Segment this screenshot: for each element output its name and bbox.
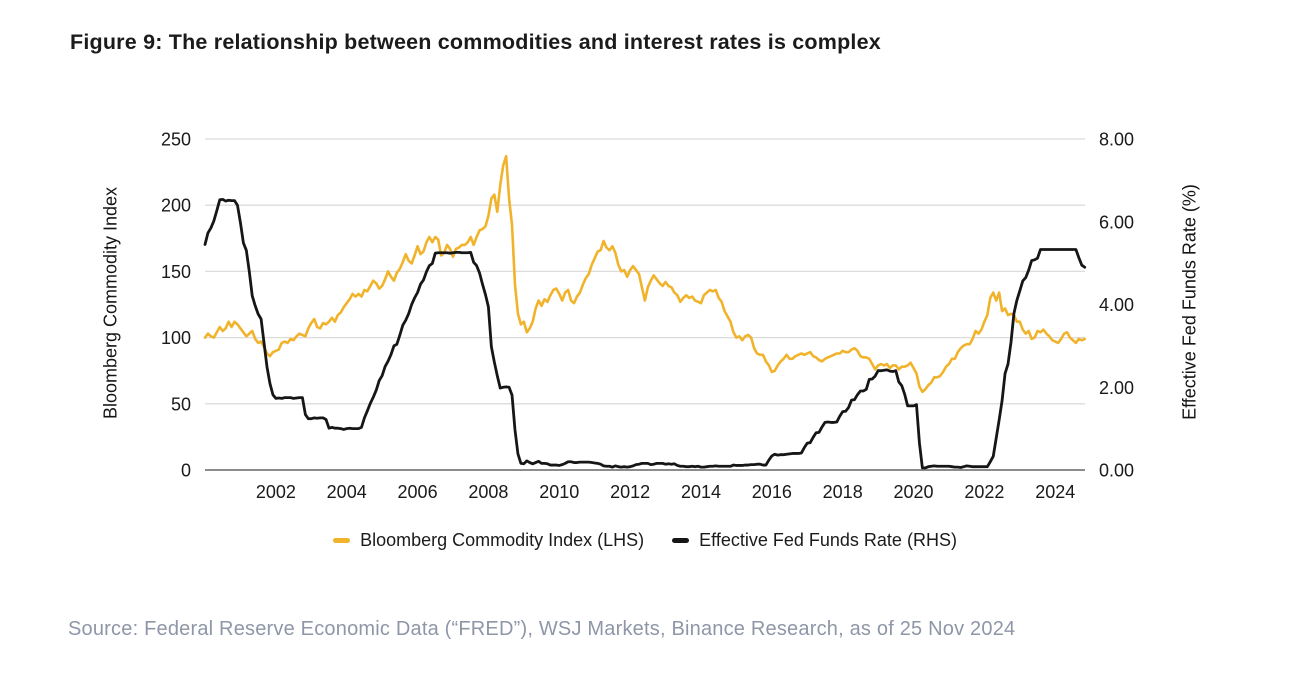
commodity-index-line [203, 154, 1087, 394]
svg-text:2012: 2012 [610, 482, 650, 502]
svg-text:250: 250 [161, 130, 191, 150]
svg-text:200: 200 [161, 196, 191, 216]
svg-text:8.00: 8.00 [1099, 130, 1134, 150]
svg-text:0.00: 0.00 [1099, 461, 1134, 481]
chart-legend: Bloomberg Commodity Index (LHS) Effectiv… [205, 526, 1085, 554]
source-note: Source: Federal Reserve Economic Data (“… [68, 618, 1016, 640]
svg-text:2018: 2018 [823, 482, 863, 502]
svg-text:2010: 2010 [539, 482, 579, 502]
svg-text:6.00: 6.00 [1099, 212, 1134, 232]
svg-text:150: 150 [161, 262, 191, 282]
svg-text:4.00: 4.00 [1099, 295, 1134, 315]
legend-item-fed-funds: Effective Fed Funds Rate (RHS) [672, 530, 957, 551]
svg-text:100: 100 [161, 328, 191, 348]
svg-text:2004: 2004 [327, 482, 367, 502]
legend-item-commodity-index: Bloomberg Commodity Index (LHS) [333, 530, 644, 551]
svg-text:2022: 2022 [964, 482, 1004, 502]
svg-text:2020: 2020 [894, 482, 934, 502]
svg-text:2016: 2016 [752, 482, 792, 502]
right-axis-title: Effective Fed Funds Rate (%) [1179, 184, 1200, 420]
svg-text:2.00: 2.00 [1099, 378, 1134, 398]
left-axis-tick-labels: 0 50 100 150 200 250 [161, 130, 191, 481]
legend-swatch-commodity-icon [333, 537, 351, 543]
fed-funds-rate-line [203, 198, 1087, 470]
svg-text:2002: 2002 [256, 482, 296, 502]
legend-label-fed-funds: Effective Fed Funds Rate (RHS) [699, 529, 957, 550]
svg-text:2008: 2008 [468, 482, 508, 502]
svg-text:50: 50 [171, 394, 191, 414]
gridlines [205, 138, 1085, 405]
svg-text:2006: 2006 [398, 482, 438, 502]
legend-swatch-fed-funds-icon [672, 537, 690, 543]
x-axis-tick-labels: 2002 2004 2006 2008 2010 2012 2014 2016 2018 2020… [256, 482, 1075, 502]
svg-text:2014: 2014 [681, 482, 721, 502]
figure-title: Figure 9: The relationship between commo… [70, 30, 881, 54]
left-axis-title: Bloomberg Commodity Index [100, 186, 121, 420]
right-axis-tick-labels: 0.00 2.00 4.00 6.00 8.00 [1099, 130, 1134, 481]
svg-text:0: 0 [181, 461, 191, 481]
svg-text:2024: 2024 [1035, 482, 1075, 502]
legend-label-commodity-index: Bloomberg Commodity Index (LHS) [360, 529, 645, 550]
